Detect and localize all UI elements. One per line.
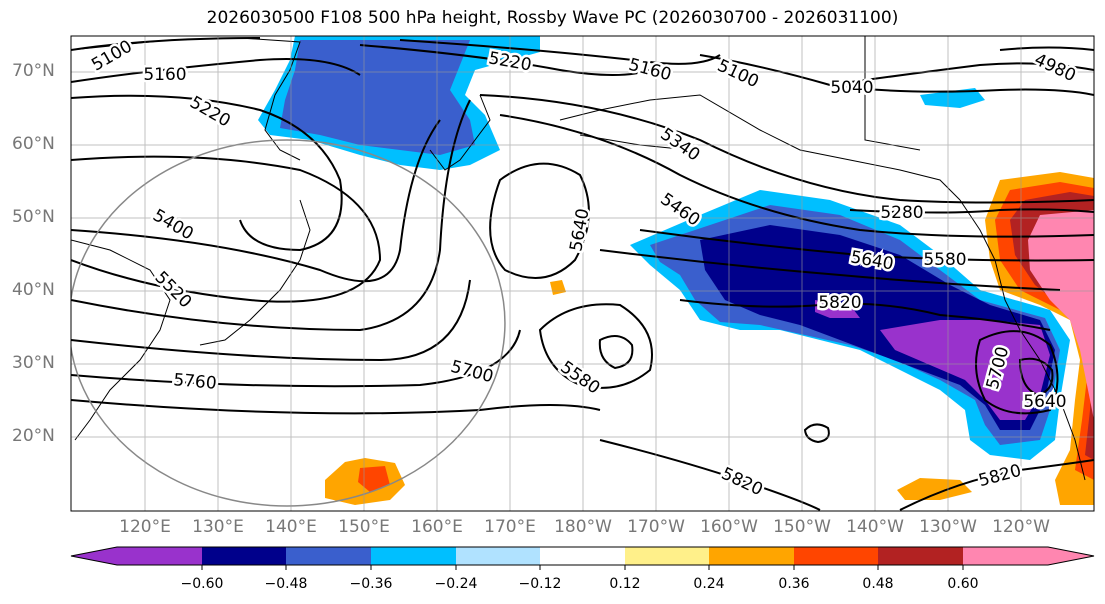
contour-5280-east <box>849 208 1094 214</box>
contour-5640-high <box>489 162 590 279</box>
contour-5460-mid <box>499 114 1094 238</box>
contour-label: 5820 <box>818 293 861 313</box>
neg-anomaly-northeast-light <box>920 88 985 108</box>
contour-5520-low <box>598 335 634 370</box>
colorbar-tick-label: −0.60 <box>180 576 224 592</box>
contour-label: 5580 <box>923 250 966 270</box>
colorbar-extend-high <box>1048 547 1094 565</box>
pos-anomaly-southeast-mid <box>897 478 972 500</box>
colorbar-bin <box>794 547 878 565</box>
lat-label-30n: 30°N <box>12 353 55 373</box>
contour-5760-west <box>71 329 521 388</box>
contour-5160-west <box>71 58 361 83</box>
lon-label-120w: 120°W <box>992 517 1050 537</box>
colorbar-bin <box>202 547 286 565</box>
region-circle <box>71 139 506 507</box>
neg-anomaly-east-strong <box>880 320 1050 420</box>
lon-label-160e: 160°E <box>411 517 463 537</box>
border-us-canada <box>864 36 921 151</box>
pos-anomaly-south-strong <box>358 466 390 492</box>
colorbar-tick-label: 0.36 <box>778 576 810 592</box>
contour-label: 5160 <box>143 65 186 85</box>
contour-5640-west <box>71 99 471 332</box>
colorbar-tick-label: −0.24 <box>434 576 478 592</box>
coastline-alaska <box>559 94 961 201</box>
coastline-north-america <box>959 199 1086 481</box>
coastline-kamchatka <box>429 94 491 171</box>
lon-label-140e: 140°E <box>265 517 317 537</box>
contour-5220-west <box>71 94 343 252</box>
colorbar-bin <box>286 547 371 565</box>
lon-label-170e: 170°E <box>484 517 536 537</box>
contour-5640-east <box>599 249 1061 291</box>
contour-5580-east <box>639 229 1094 262</box>
lat-label-70n: 70°N <box>12 61 55 81</box>
contour-label: 5280 <box>880 203 923 223</box>
lon-label-170w: 170°W <box>627 517 685 537</box>
colorbar-tick-label: −0.12 <box>518 576 562 592</box>
contour-label: 5760 <box>173 370 218 394</box>
colorbar-bin <box>709 547 794 565</box>
contour-label: 5040 <box>830 78 873 98</box>
coastline-korea-china <box>71 239 171 441</box>
contour-5640-low-east <box>1018 357 1054 397</box>
anomaly-shading <box>258 36 1094 505</box>
coastline-japan <box>199 199 311 346</box>
lon-label-120e: 120°E <box>119 517 171 537</box>
contour-5340-mid <box>479 94 1094 204</box>
contour-4980-north <box>999 46 1094 51</box>
colorbar-bin <box>878 547 963 565</box>
lon-label-130w: 130°W <box>919 517 977 537</box>
contour-5820-south <box>599 439 821 511</box>
graticule <box>71 36 1094 511</box>
contour-5040-north <box>829 62 1094 86</box>
colorbar-extend-low <box>71 547 117 565</box>
colorbar <box>70 546 1095 570</box>
contour-5820-west <box>71 399 601 415</box>
map-frame <box>70 35 1095 512</box>
contour-label: 5640 <box>1023 392 1066 412</box>
neg-anomaly-northwest-mid <box>280 40 475 155</box>
colorbar-tick-label: −0.36 <box>349 576 393 592</box>
lat-label-60n: 60°N <box>12 134 55 154</box>
colorbar-tick-label: 0.60 <box>947 576 979 592</box>
lat-label-50n: 50°N <box>12 207 55 227</box>
contour-5100-north <box>699 54 1094 96</box>
contour-5580-low <box>538 303 653 389</box>
contour-5520-west <box>71 119 441 283</box>
colorbar-bin <box>963 547 1048 565</box>
colorbar-outline <box>70 546 1095 566</box>
colorbar-bin <box>456 547 540 565</box>
map-title: 2026030500 F108 500 hPa height, Rossby W… <box>206 8 899 28</box>
colorbar-bin <box>540 547 625 565</box>
colorbar-bin <box>371 547 456 565</box>
lat-label-40n: 40°N <box>12 280 55 300</box>
contour-5700-low-east <box>975 330 1059 415</box>
contour-5160-north <box>399 39 721 65</box>
colorbar-tick-label: 0.12 <box>609 576 641 592</box>
colorbar-tick-label: 0.24 <box>693 576 725 592</box>
contour-5220-north <box>359 44 651 76</box>
contour-5820-south-east <box>899 459 1094 511</box>
lon-label-160w: 160°W <box>700 517 758 537</box>
colorbar-tick-label: 0.48 <box>862 576 894 592</box>
lon-label-180w: 180°W <box>554 517 612 537</box>
contour-5700-west <box>71 279 471 362</box>
lon-label-150e: 150°E <box>338 517 390 537</box>
contour-5100-west <box>71 37 261 51</box>
colorbar-tick-label: −0.48 <box>264 576 308 592</box>
lat-label-20n: 20°N <box>12 426 55 446</box>
colorbar-bin <box>117 547 202 565</box>
colorbar-bin <box>625 547 709 565</box>
lon-label-140w: 140°W <box>846 517 904 537</box>
lon-label-130e: 130°E <box>192 517 244 537</box>
lon-label-150w: 150°W <box>773 517 831 537</box>
pos-anomaly-east-max <box>1028 210 1094 420</box>
